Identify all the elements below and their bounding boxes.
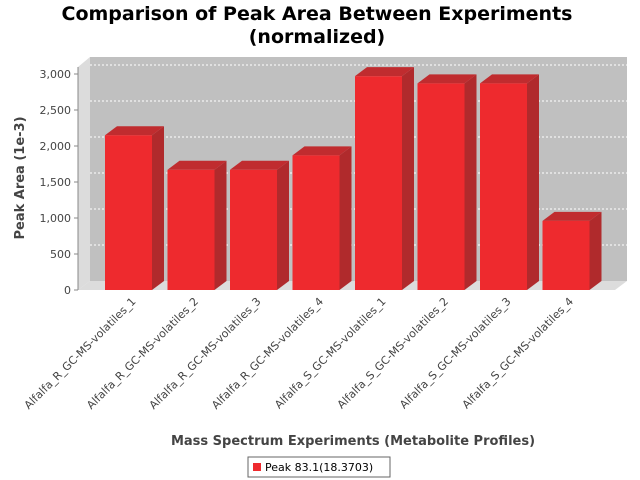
bar-front [167, 169, 215, 290]
bar [105, 126, 164, 290]
bar-front [105, 135, 152, 290]
bar [417, 74, 477, 290]
y-tick-label: 2,000 [40, 140, 72, 153]
bars [105, 67, 602, 290]
y-tick-label: 1,500 [40, 176, 72, 189]
bar-front [417, 83, 465, 290]
x-tick-label: Alfalfa_R_GC-MS-volatiles_1 [22, 295, 139, 412]
legend-swatch [253, 463, 261, 471]
x-tick-label: Alfalfa_S_GC-MS-volatiles_2 [335, 295, 451, 411]
y-tick-label: 2,500 [40, 104, 72, 117]
bar [480, 74, 539, 290]
bar-side [527, 74, 539, 290]
bar-front [292, 155, 340, 290]
bar-top [355, 67, 414, 77]
bar-side [214, 160, 227, 290]
bar-top [292, 146, 352, 156]
bar [542, 211, 602, 290]
y-tick-label: 1,000 [40, 212, 72, 225]
bar-top [105, 126, 164, 136]
legend-label: Peak 83.1(18.3703) [265, 461, 373, 474]
chart-title-line2: (normalized) [249, 26, 386, 48]
bar [355, 67, 414, 290]
x-axis-title: Mass Spectrum Experiments (Metabolite Pr… [171, 434, 535, 449]
bar-side [277, 160, 289, 290]
bar [230, 160, 289, 290]
x-axis-ticks: Alfalfa_R_GC-MS-volatiles_1Alfalfa_R_GC-… [22, 295, 576, 412]
y-axis-title: Peak Area (1e-3) [13, 116, 28, 239]
bar-top [542, 211, 602, 221]
x-tick-label: Alfalfa_R_GC-MS-volatiles_2 [84, 295, 201, 412]
bar [167, 160, 227, 290]
bar-side [589, 211, 602, 290]
bar-top [417, 74, 477, 84]
legend-box [247, 456, 391, 478]
plot-side-wall [78, 57, 90, 290]
bar [292, 146, 352, 290]
x-tick-label: Alfalfa_S_GC-MS-volatiles_3 [397, 295, 513, 411]
bar-top [167, 160, 227, 170]
bar-top [480, 74, 539, 84]
bar-side [339, 146, 352, 290]
bar-front [542, 220, 590, 290]
bar-side [402, 67, 414, 290]
bar-top [230, 160, 289, 170]
bar-side [464, 74, 477, 290]
y-tick-label: 3,000 [40, 68, 72, 81]
y-tick-label: 0 [64, 284, 71, 297]
y-axis-ticks: 0 500 1,000 1,500 2,000 2,500 3,000 [40, 68, 78, 297]
bar-front [355, 76, 402, 290]
y-tick-label: 500 [50, 248, 71, 261]
bar-front [480, 83, 527, 290]
legend: Peak 83.1(18.3703) [247, 456, 391, 478]
x-tick-label: Alfalfa_S_GC-MS-volatiles_1 [272, 295, 388, 411]
bar-side [152, 126, 164, 290]
bar-front [230, 169, 277, 290]
chart-title-line1: Comparison of Peak Area Between Experime… [62, 3, 573, 25]
x-tick-label: Alfalfa_S_GC-MS-volatiles_4 [460, 295, 576, 411]
x-tick-label: Alfalfa_R_GC-MS-volatiles_4 [209, 295, 326, 412]
x-tick-label: Alfalfa_R_GC-MS-volatiles_3 [147, 295, 264, 412]
